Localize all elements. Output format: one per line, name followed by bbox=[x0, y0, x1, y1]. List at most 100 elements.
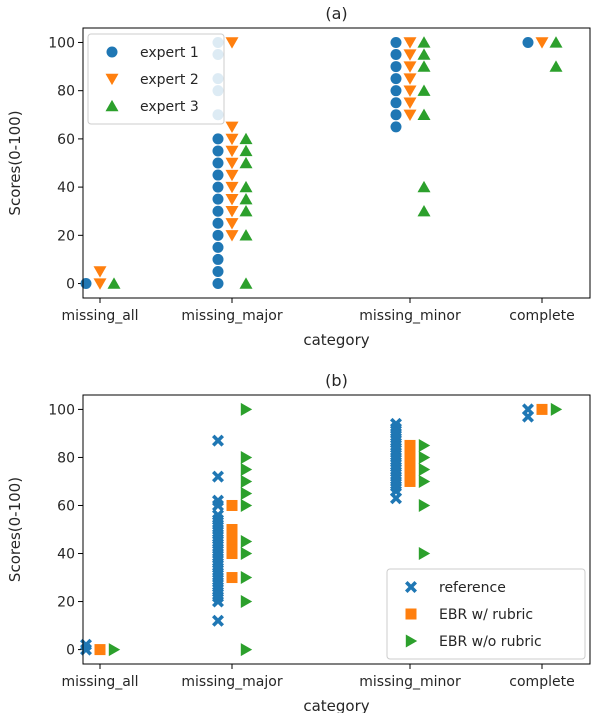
data-point bbox=[239, 156, 253, 169]
data-point bbox=[80, 278, 92, 290]
data-point bbox=[404, 475, 416, 487]
data-point bbox=[390, 85, 402, 97]
data-point bbox=[225, 230, 239, 242]
series-ebr-w-o-rubric bbox=[108, 402, 563, 657]
data-point bbox=[212, 229, 224, 241]
series-expert-2 bbox=[93, 37, 549, 290]
data-point bbox=[108, 643, 121, 657]
y-tick-label: 20 bbox=[57, 595, 75, 611]
data-point bbox=[239, 132, 253, 145]
data-point bbox=[390, 73, 402, 85]
data-point bbox=[418, 438, 431, 452]
y-tick-label: 0 bbox=[66, 277, 75, 293]
data-point bbox=[417, 180, 431, 193]
y-tick-label: 60 bbox=[57, 498, 75, 514]
x-axis-label: category bbox=[303, 697, 369, 713]
x-tick-label: missing_minor bbox=[359, 674, 461, 690]
data-point bbox=[94, 644, 106, 656]
data-point bbox=[390, 109, 402, 121]
chart-panel-b: (b) 0 20 40 60 80 100 missing_all missing_major m… bbox=[6, 371, 591, 715]
y-tick-label: 40 bbox=[57, 547, 75, 563]
data-point bbox=[404, 461, 416, 473]
x-tick-label: complete bbox=[509, 308, 574, 324]
data-point bbox=[417, 108, 431, 120]
data-point bbox=[212, 434, 224, 447]
legend-marker bbox=[106, 46, 118, 58]
y-tick-label: 100 bbox=[48, 402, 75, 418]
y-tick-label: 0 bbox=[66, 643, 75, 659]
y-tick-label: 60 bbox=[57, 132, 75, 148]
x-tick-label: missing_minor bbox=[359, 308, 461, 324]
data-point bbox=[225, 157, 239, 170]
data-point bbox=[239, 192, 253, 205]
data-point bbox=[403, 109, 417, 121]
series-ebr-w-rubric bbox=[94, 403, 548, 656]
legend-label: expert 1 bbox=[140, 45, 199, 61]
data-point bbox=[240, 462, 253, 476]
data-point bbox=[390, 36, 402, 48]
x-tick-label: missing_all bbox=[61, 674, 138, 690]
data-point bbox=[403, 37, 417, 49]
data-point bbox=[390, 49, 402, 61]
data-point bbox=[240, 535, 253, 549]
series-reference bbox=[80, 403, 534, 656]
data-point bbox=[240, 643, 253, 657]
x-tick-label: complete bbox=[509, 674, 574, 690]
data-point bbox=[212, 241, 224, 253]
data-point bbox=[212, 133, 224, 145]
data-point bbox=[239, 229, 253, 241]
data-point bbox=[225, 145, 239, 158]
legend-marker bbox=[405, 634, 418, 648]
data-point bbox=[226, 548, 238, 560]
data-point bbox=[418, 547, 431, 561]
data-point bbox=[212, 169, 224, 181]
data-point bbox=[107, 277, 121, 289]
y-tick-label: 80 bbox=[57, 84, 75, 100]
data-point bbox=[403, 73, 417, 85]
chart-title: (a) bbox=[325, 4, 347, 23]
plot-frame bbox=[82, 394, 591, 665]
legend-label: EBR w/ rubric bbox=[439, 607, 533, 623]
y-axis-label: Scores(0-100) bbox=[6, 477, 24, 582]
data-point bbox=[225, 121, 239, 134]
y-tick-label: 40 bbox=[57, 180, 75, 196]
data-point bbox=[225, 133, 239, 146]
data-point bbox=[418, 498, 431, 512]
data-point bbox=[239, 277, 253, 289]
data-point bbox=[239, 144, 253, 157]
data-point bbox=[404, 454, 416, 466]
data-point bbox=[212, 157, 224, 169]
data-point bbox=[212, 253, 224, 265]
data-point bbox=[212, 145, 224, 157]
data-point bbox=[212, 193, 224, 205]
data-point bbox=[225, 169, 239, 182]
legend-marker bbox=[105, 99, 119, 112]
data-point bbox=[404, 439, 416, 451]
data-point bbox=[239, 180, 253, 193]
data-point bbox=[417, 60, 431, 72]
data-point bbox=[225, 37, 239, 49]
data-point bbox=[212, 494, 224, 507]
data-point bbox=[240, 402, 253, 416]
data-point bbox=[549, 36, 563, 48]
data-point bbox=[417, 205, 431, 217]
data-point bbox=[522, 36, 534, 48]
data-point bbox=[417, 36, 431, 48]
legend-box bbox=[386, 568, 586, 660]
chart-panel-a: (a) 0 20 40 60 80 100 missing_all missing_major m… bbox=[6, 4, 591, 349]
data-point bbox=[93, 266, 107, 278]
data-point bbox=[212, 205, 224, 217]
data-point bbox=[240, 595, 253, 609]
data-point bbox=[226, 572, 238, 584]
y-tick-label: 100 bbox=[48, 35, 75, 51]
legend-label: expert 2 bbox=[140, 72, 199, 88]
chart-title: (b) bbox=[325, 371, 348, 390]
data-point bbox=[225, 193, 239, 206]
y-tick-label: 80 bbox=[57, 450, 75, 466]
x-tick-label: missing_all bbox=[61, 308, 138, 324]
data-point bbox=[404, 447, 416, 459]
data-point bbox=[403, 61, 417, 73]
data-point bbox=[550, 402, 563, 416]
data-point bbox=[417, 48, 431, 60]
